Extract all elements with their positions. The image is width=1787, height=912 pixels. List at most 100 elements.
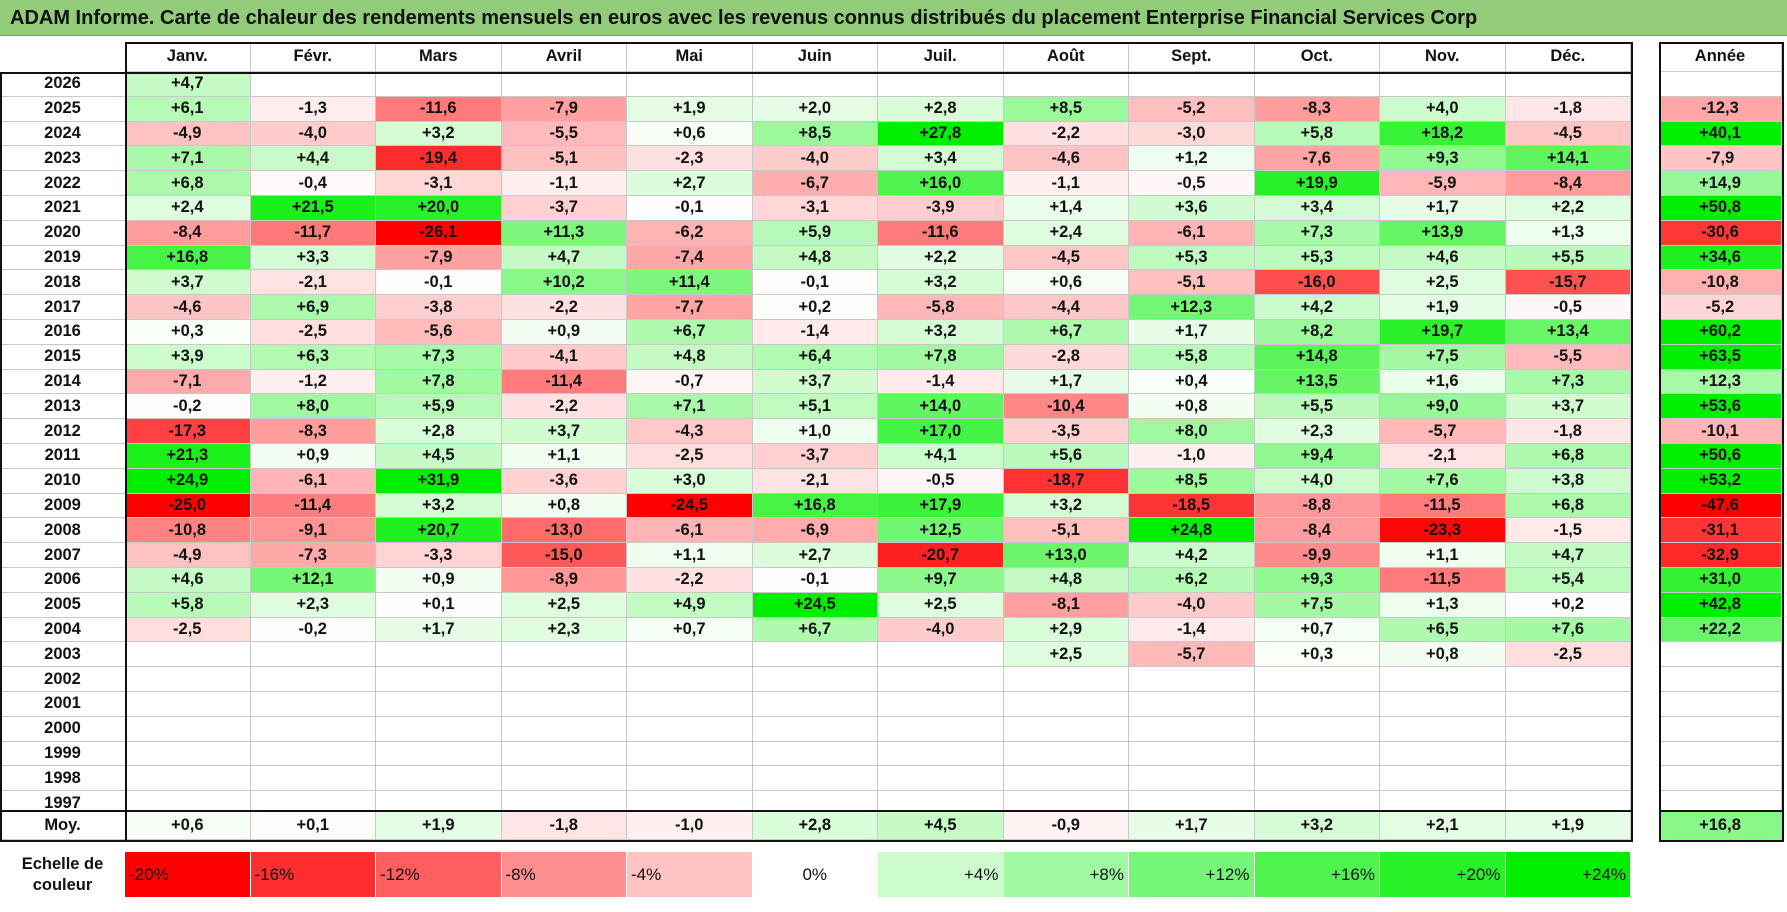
color-scale-step: 0% [752, 852, 878, 897]
heatmap-cell [501, 716, 627, 742]
heatmap-cell: -1,0 [1129, 444, 1255, 469]
heatmap-cell: +31,9 [376, 468, 502, 494]
heatmap-cell: +14,1 [1505, 146, 1631, 172]
heatmap-cell: -5,8 [878, 295, 1004, 320]
row-label-year: 2007 [0, 543, 125, 568]
heatmap-cell: +16,8 [125, 245, 251, 271]
row-label-year: 2018 [0, 270, 125, 296]
heatmap-cell: +7,6 [1505, 617, 1631, 643]
heatmap-cell [501, 667, 627, 692]
annual-cell: -10,1 [1659, 419, 1782, 444]
heatmap-cell: -0,2 [250, 617, 376, 643]
heatmap-cell: +2,5 [878, 592, 1004, 618]
row-label-year: 2017 [0, 295, 125, 320]
heatmap-cell [878, 642, 1004, 668]
heatmap-cell: +7,8 [878, 344, 1004, 370]
heatmap-cell: -1,4 [878, 369, 1004, 395]
heatmap-cell: +2,5 [1380, 270, 1506, 296]
heatmap-cell: -0,1 [376, 270, 502, 296]
heatmap-cell [250, 766, 376, 792]
row-label-year: 2009 [0, 493, 125, 519]
row-label-year: 2025 [0, 96, 125, 122]
heatmap-cell: +12,1 [250, 568, 376, 593]
heatmap-cell: +6,5 [1380, 617, 1506, 643]
heatmap-cell: +4,6 [1380, 245, 1506, 271]
heatmap-cell: +0,7 [627, 617, 753, 643]
heatmap-cell [878, 667, 1004, 692]
heatmap-cell [1254, 692, 1380, 717]
heatmap-cell [1380, 692, 1506, 717]
heatmap-cell: +24,8 [1129, 518, 1255, 544]
heatmap-cell [878, 741, 1004, 767]
heatmap-cell [1129, 741, 1255, 767]
heatmap-cell [376, 667, 502, 692]
heatmap-cell: -1,1 [501, 171, 627, 196]
row-label-year: 1998 [0, 766, 125, 792]
heatmap-cell: +3,8 [1505, 468, 1631, 494]
heatmap-cell: +2,3 [501, 617, 627, 643]
heatmap-cell: -11,4 [250, 493, 376, 519]
heatmap-cell: -7,1 [125, 369, 251, 395]
row-label-year: 2005 [0, 592, 125, 618]
heatmap-cell: -4,0 [878, 617, 1004, 643]
heatmap-cell: +8,0 [1129, 419, 1255, 444]
heatmap-cell: +0,1 [376, 592, 502, 618]
annual-cell [1659, 642, 1782, 668]
heatmap-cell: +12,5 [878, 518, 1004, 544]
heatmap-cell: -2,5 [250, 320, 376, 345]
annual-cell: -47,6 [1659, 493, 1782, 519]
annual-cell [1659, 72, 1782, 97]
heatmap-cell: +18,2 [1380, 121, 1506, 147]
heatmap-cell: +1,6 [1380, 369, 1506, 395]
heatmap-cell: -16,0 [1254, 270, 1380, 296]
heatmap-cell: -2,1 [752, 468, 878, 494]
heatmap-cell: +3,9 [125, 344, 251, 370]
heatmap-cell: -0,4 [250, 171, 376, 196]
heatmap-cell: +1,9 [627, 96, 753, 122]
heatmap-cell: +2,4 [125, 196, 251, 221]
column-header: Juil. [878, 42, 1004, 72]
heatmap-cell: -9,9 [1254, 543, 1380, 568]
column-header: Juin [752, 42, 878, 72]
heatmap-cell: +0,9 [501, 320, 627, 345]
average-cell: -1,8 [501, 812, 627, 840]
heatmap-cell: +3,7 [125, 270, 251, 296]
heatmap-cell: +3,2 [376, 493, 502, 519]
heatmap-cell [1505, 766, 1631, 792]
heatmap-cell: +1,7 [1003, 369, 1129, 395]
annual-cell: +22,2 [1659, 617, 1782, 643]
color-scale-step: -12% [376, 852, 502, 897]
heatmap-cell: +1,0 [752, 419, 878, 444]
heatmap-cell: +4,4 [250, 146, 376, 172]
row-label-year: 2002 [0, 667, 125, 692]
column-header: Sept. [1129, 42, 1255, 72]
column-header: Mars [376, 42, 502, 72]
heatmap-cell: +3,4 [1254, 196, 1380, 221]
heatmap-cell [627, 642, 753, 668]
heatmap-cell: -4,5 [1003, 245, 1129, 271]
heatmap-cell: -0,7 [627, 369, 753, 395]
heatmap-cell [125, 716, 251, 742]
annual-cell: +12,3 [1659, 369, 1782, 395]
heatmap-cell: -4,9 [125, 543, 251, 568]
heatmap-cell: +0,6 [627, 121, 753, 147]
heatmap-cell [250, 72, 376, 97]
heatmap-cell [250, 642, 376, 668]
heatmap-cell [1380, 766, 1506, 792]
heatmap-cell [752, 766, 878, 792]
color-scale-label: Echelle de couleur [21, 855, 104, 894]
heatmap-cell: +9,4 [1254, 444, 1380, 469]
heatmap-cell [752, 741, 878, 767]
average-cell: +4,5 [878, 812, 1004, 840]
heatmap-cell: -3,8 [376, 295, 502, 320]
heatmap-cell [1380, 741, 1506, 767]
heatmap-cell: -6,2 [627, 220, 753, 246]
column-header: Nov. [1380, 42, 1506, 72]
heatmap-cell: -8,3 [1254, 96, 1380, 122]
average-cell: +2,1 [1380, 812, 1506, 840]
heatmap-cell [752, 692, 878, 717]
heatmap-cell: -3,1 [752, 196, 878, 221]
heatmap-cell: +1,1 [627, 543, 753, 568]
heatmap-cell: +6,8 [125, 171, 251, 196]
annual-cell: -7,9 [1659, 146, 1782, 172]
